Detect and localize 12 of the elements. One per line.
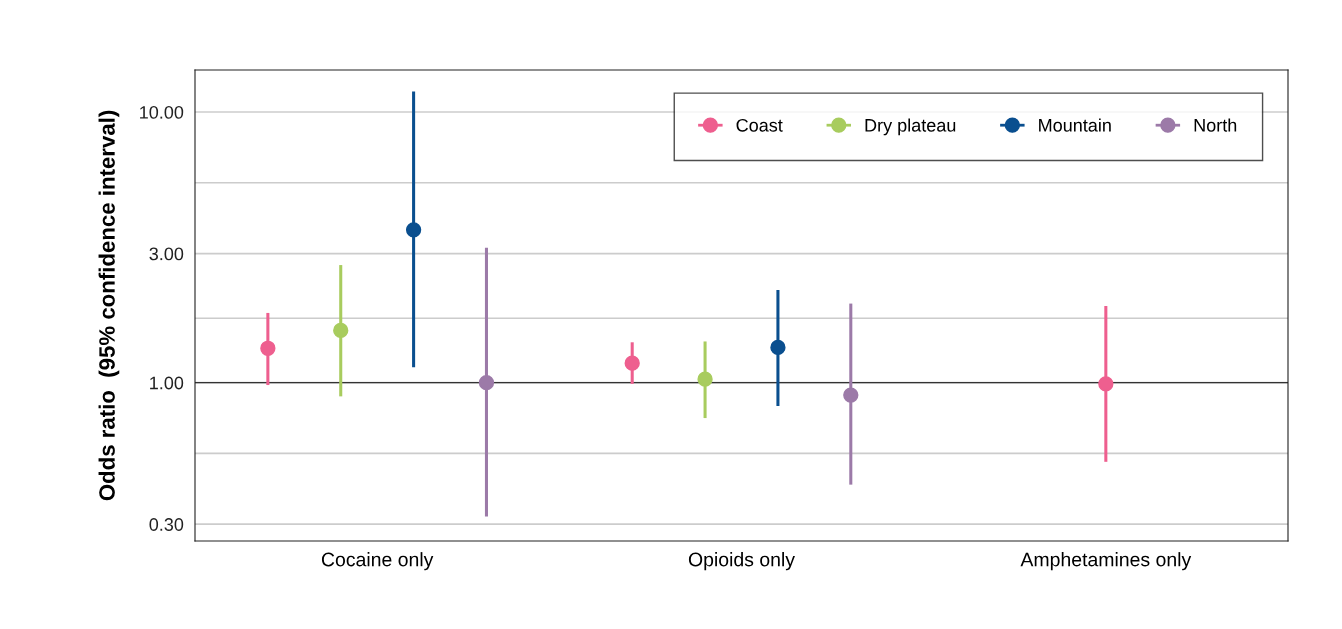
legend-label: Coast [736,118,783,132]
legend-label: North [1194,118,1237,132]
legend-label: Dry plateau [865,118,956,136]
legend-label: Mountain [1039,118,1111,132]
x-tick-label: Cocaine only [321,552,434,571]
y-axis-title: Odds ratio (95% confidence interval) [98,110,120,501]
y-tick-label: 1.00 [150,376,184,390]
x-tick-label: Opioids only [688,552,795,571]
y-tick-label: 3.00 [149,247,184,261]
y-tick-label: 10.00 [140,105,184,119]
x-tick-label: Amphetamines only [1020,552,1192,571]
y-tick-label: 0.30 [149,518,184,531]
